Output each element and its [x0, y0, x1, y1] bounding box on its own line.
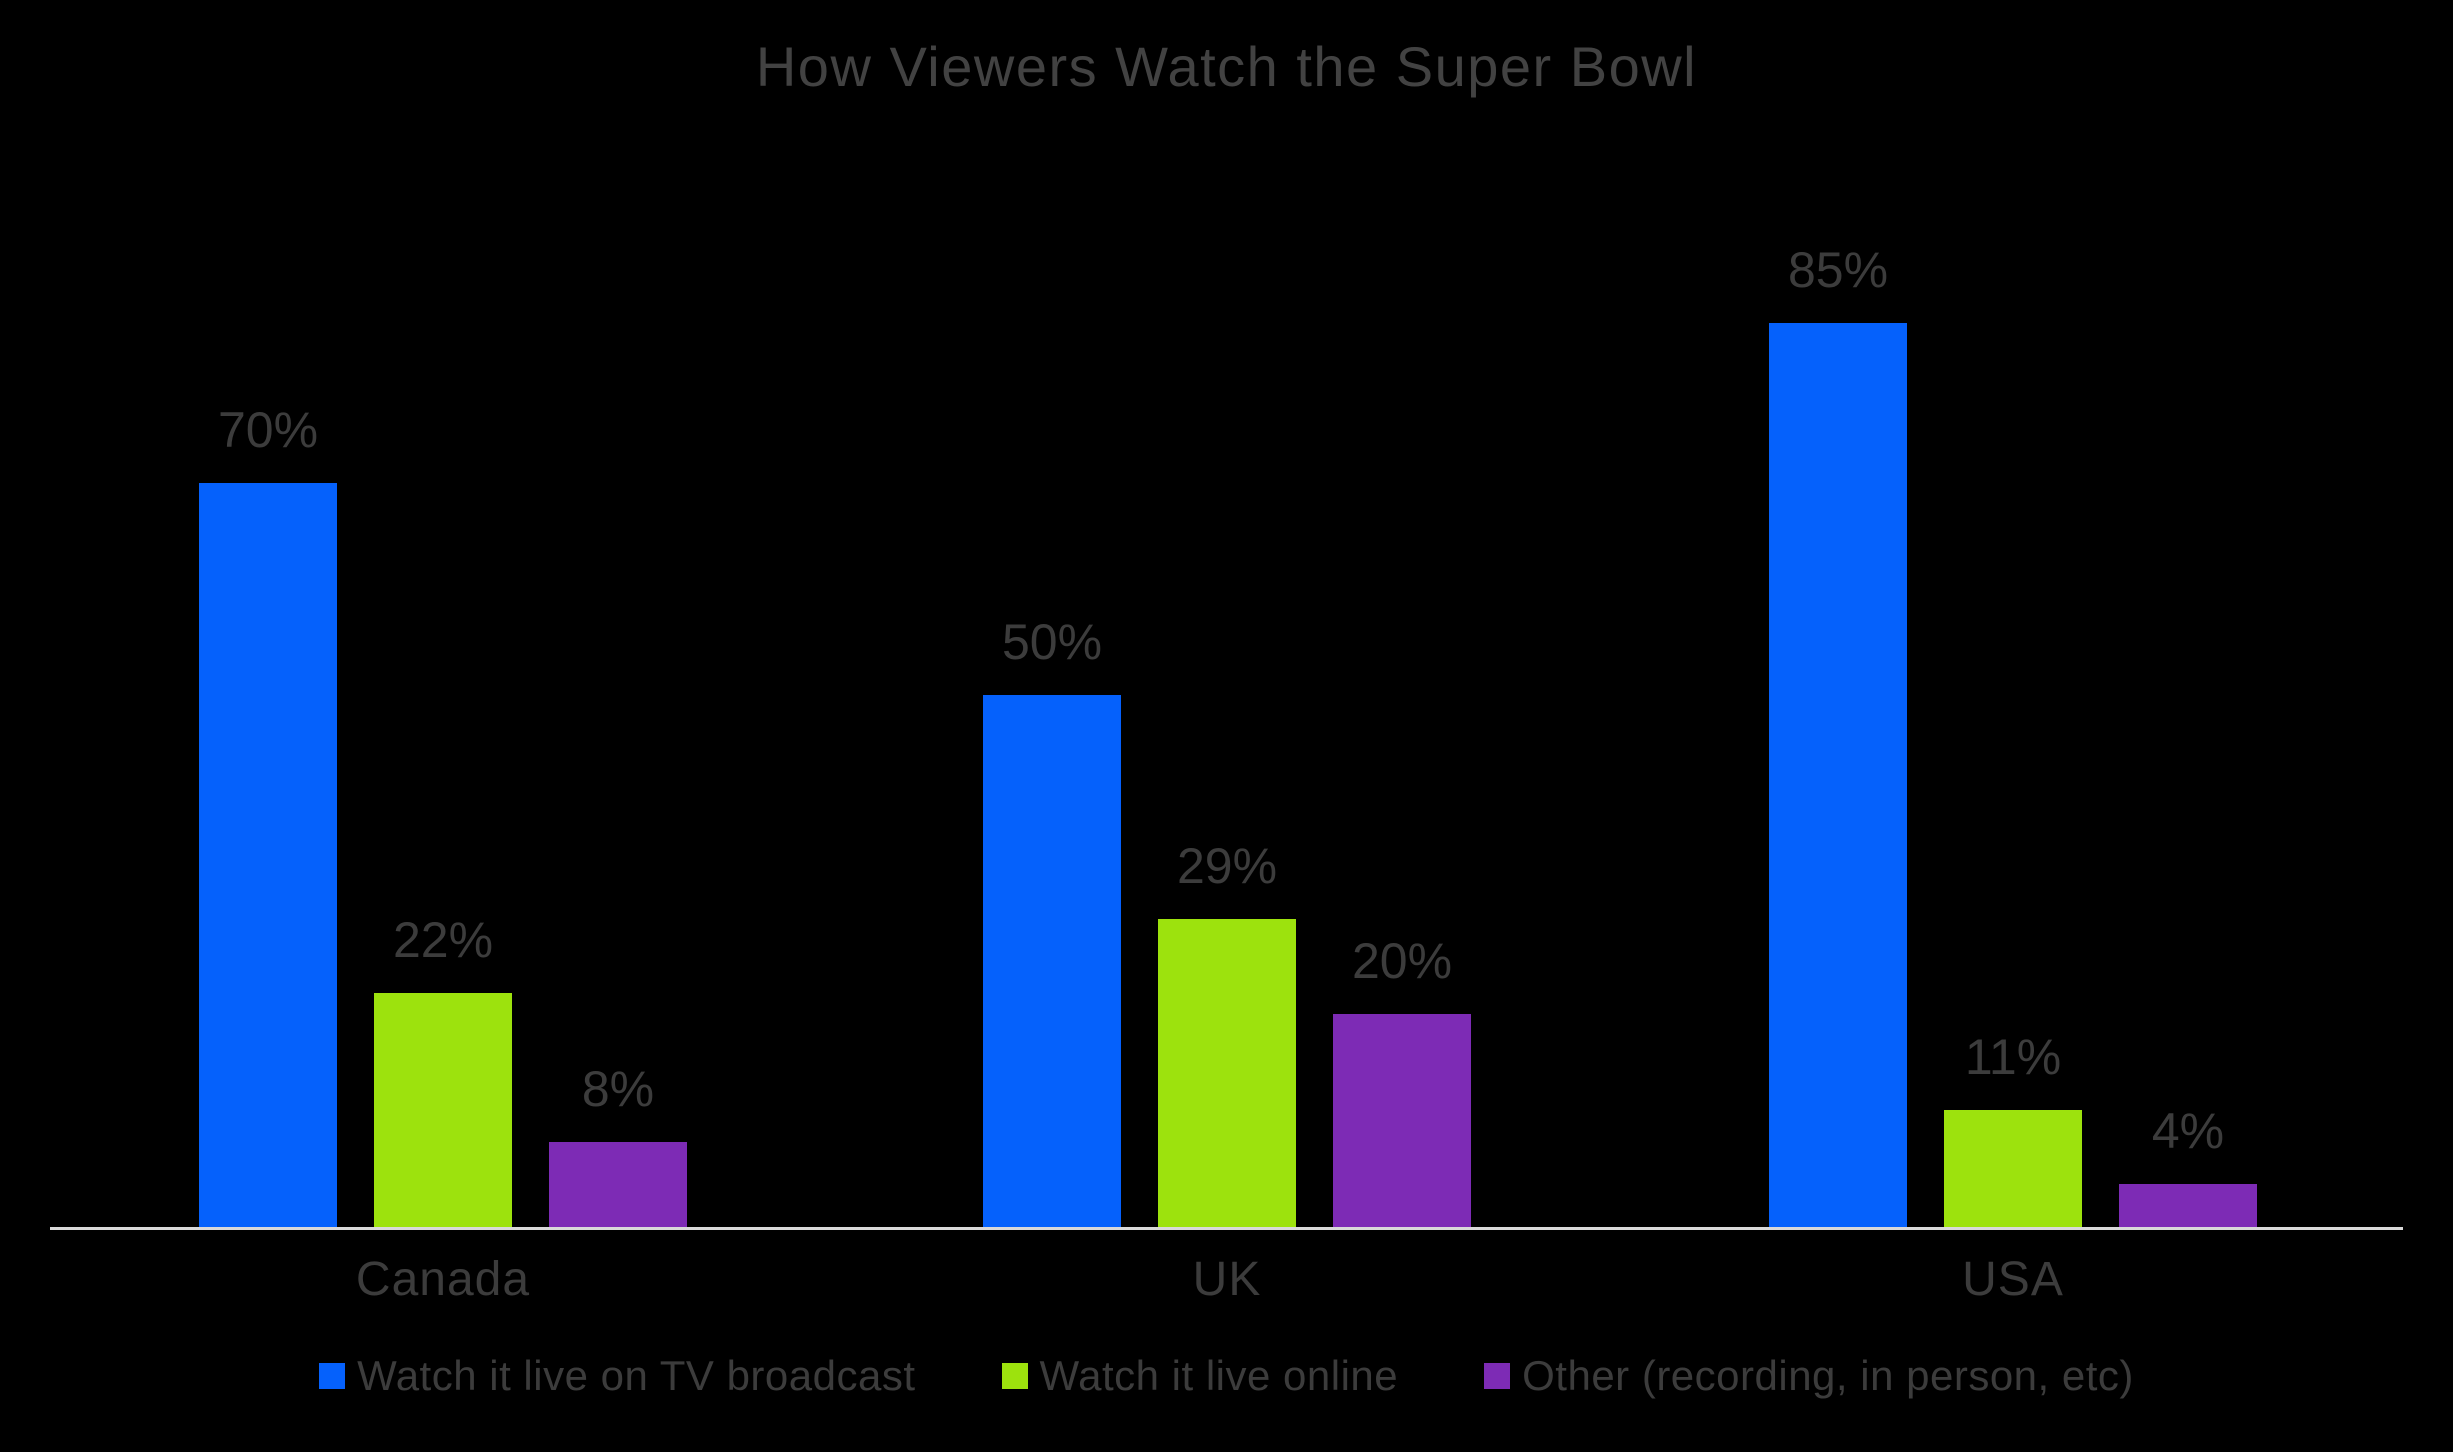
legend-item-3: Other (recording, in person, etc): [1484, 1352, 2134, 1400]
data-label: 70%: [217, 402, 319, 458]
bar-series-3: [549, 1142, 687, 1227]
data-label: 4%: [2151, 1103, 2225, 1159]
bar-series-2: [374, 993, 512, 1227]
legend-item-2: Watch it live online: [1001, 1352, 1399, 1400]
bar-series-1: [1769, 323, 1907, 1227]
bar-group-usa: 85% 11% 4%: [1769, 245, 2257, 1227]
legend-label: Watch it live online: [1039, 1352, 1399, 1399]
data-label: 11%: [1964, 1029, 2062, 1085]
legend: Watch it live on TV broadcast Watch it li…: [0, 1352, 2453, 1400]
legend-item-1: Watch it live on TV broadcast: [319, 1352, 915, 1400]
data-label: 20%: [1351, 933, 1453, 989]
category-label-usa: USA: [1962, 1253, 2064, 1306]
bar-wrap: 8%: [549, 1064, 687, 1227]
data-label: 50%: [1001, 614, 1103, 670]
bar-wrap: 4%: [2119, 1106, 2257, 1227]
x-axis-line: [50, 1227, 2403, 1230]
bar-series-3: [2119, 1184, 2257, 1227]
bar-group-uk: 50% 29% 20%: [983, 617, 1471, 1227]
category-label-canada: Canada: [355, 1253, 531, 1306]
bar-series-1: [199, 483, 337, 1227]
data-label: 22%: [392, 912, 494, 968]
data-label: 85%: [1787, 242, 1889, 298]
bar-wrap: 85%: [1769, 245, 1907, 1227]
legend-label: Other (recording, in person, etc): [1522, 1352, 2134, 1399]
bar-wrap: 11%: [1944, 1032, 2082, 1227]
bar-wrap: 22%: [374, 915, 512, 1227]
bar-wrap: 50%: [983, 617, 1121, 1227]
legend-swatch-icon: [319, 1363, 346, 1389]
bar-series-2: [1158, 919, 1296, 1227]
bar-group-canada: 70% 22% 8%: [199, 405, 687, 1227]
legend-label: Watch it live on TV broadcast: [357, 1352, 916, 1399]
category-label-uk: UK: [1192, 1253, 1262, 1306]
bar-wrap: 29%: [1158, 841, 1296, 1227]
bar-series-1: [983, 695, 1121, 1227]
legend-swatch-icon: [1484, 1363, 1511, 1389]
data-label: 8%: [581, 1061, 655, 1117]
bar-series-3: [1333, 1014, 1471, 1227]
bar-wrap: 20%: [1333, 936, 1471, 1227]
chart-title: How Viewers Watch the Super Bowl: [755, 35, 1698, 98]
bar-series-2: [1944, 1110, 2082, 1227]
legend-swatch-icon: [1001, 1363, 1028, 1389]
bar-wrap: 70%: [199, 405, 337, 1227]
data-label: 29%: [1176, 838, 1278, 894]
